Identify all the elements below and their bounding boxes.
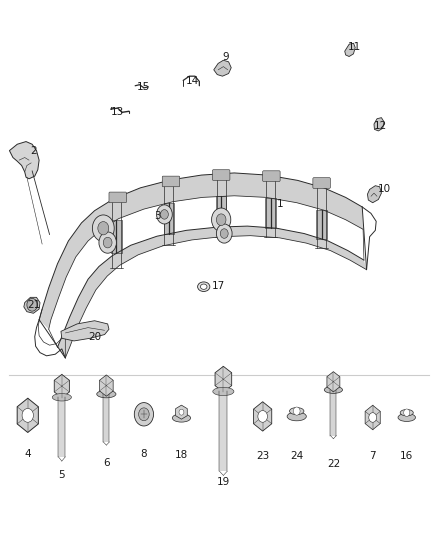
Text: 22: 22 [327, 459, 340, 469]
Polygon shape [24, 297, 40, 313]
Circle shape [92, 215, 114, 241]
Text: 1: 1 [277, 199, 283, 209]
Ellipse shape [201, 284, 207, 289]
Text: 18: 18 [175, 450, 188, 460]
Text: 16: 16 [400, 451, 413, 461]
Ellipse shape [398, 414, 416, 422]
Ellipse shape [172, 414, 191, 422]
Circle shape [404, 409, 410, 416]
Ellipse shape [213, 387, 234, 395]
Text: 9: 9 [222, 52, 229, 62]
Text: 3: 3 [155, 211, 161, 221]
Polygon shape [214, 60, 231, 76]
FancyBboxPatch shape [212, 169, 230, 180]
Polygon shape [54, 374, 69, 398]
Polygon shape [39, 173, 363, 329]
Polygon shape [17, 398, 39, 432]
Text: 5: 5 [59, 470, 65, 480]
Circle shape [258, 410, 268, 422]
Text: 23: 23 [256, 451, 269, 461]
Polygon shape [345, 43, 355, 56]
Text: 6: 6 [103, 458, 110, 468]
FancyBboxPatch shape [109, 192, 127, 203]
Text: 14: 14 [186, 77, 199, 86]
Ellipse shape [97, 390, 116, 398]
Ellipse shape [287, 412, 306, 421]
Text: 8: 8 [141, 449, 147, 458]
Text: 17: 17 [212, 281, 225, 291]
Text: 20: 20 [88, 332, 101, 342]
Polygon shape [316, 209, 327, 239]
FancyBboxPatch shape [162, 176, 180, 187]
Text: 19: 19 [217, 477, 230, 487]
Polygon shape [265, 198, 276, 228]
Text: 24: 24 [290, 451, 304, 461]
Circle shape [98, 222, 109, 235]
Circle shape [179, 409, 184, 415]
Circle shape [160, 209, 168, 219]
Circle shape [103, 237, 112, 248]
Ellipse shape [290, 408, 304, 415]
Polygon shape [327, 372, 340, 392]
Polygon shape [61, 321, 109, 341]
Circle shape [27, 298, 37, 311]
Bar [58, 397, 65, 457]
Polygon shape [365, 405, 380, 430]
Text: 13: 13 [111, 107, 124, 117]
Circle shape [293, 407, 300, 415]
FancyBboxPatch shape [263, 171, 280, 181]
Bar [331, 390, 336, 435]
Polygon shape [216, 197, 226, 227]
Circle shape [216, 214, 226, 225]
Text: 21: 21 [27, 300, 40, 310]
Text: 4: 4 [25, 449, 31, 458]
Circle shape [99, 232, 117, 253]
Polygon shape [176, 405, 187, 419]
Polygon shape [163, 203, 174, 234]
Circle shape [22, 408, 33, 422]
Ellipse shape [52, 393, 71, 401]
Polygon shape [57, 226, 367, 358]
Circle shape [216, 224, 232, 243]
Text: 7: 7 [369, 451, 376, 461]
Text: 11: 11 [348, 43, 361, 52]
Polygon shape [215, 366, 232, 392]
Circle shape [212, 208, 231, 231]
Bar [103, 394, 110, 442]
Text: 15: 15 [137, 82, 151, 92]
Ellipse shape [400, 409, 413, 416]
Text: 2: 2 [31, 146, 37, 156]
Ellipse shape [324, 386, 343, 393]
Polygon shape [367, 185, 381, 203]
Text: 12: 12 [374, 121, 387, 131]
Polygon shape [254, 402, 272, 431]
FancyBboxPatch shape [313, 177, 330, 188]
Bar [219, 391, 227, 471]
Circle shape [134, 402, 153, 426]
Polygon shape [374, 118, 384, 131]
Circle shape [369, 413, 377, 422]
Circle shape [220, 229, 228, 238]
Text: 10: 10 [378, 184, 391, 195]
Ellipse shape [198, 282, 210, 292]
Circle shape [156, 205, 172, 224]
Polygon shape [99, 375, 113, 396]
Circle shape [138, 408, 149, 421]
Polygon shape [10, 142, 39, 179]
Polygon shape [111, 220, 122, 253]
